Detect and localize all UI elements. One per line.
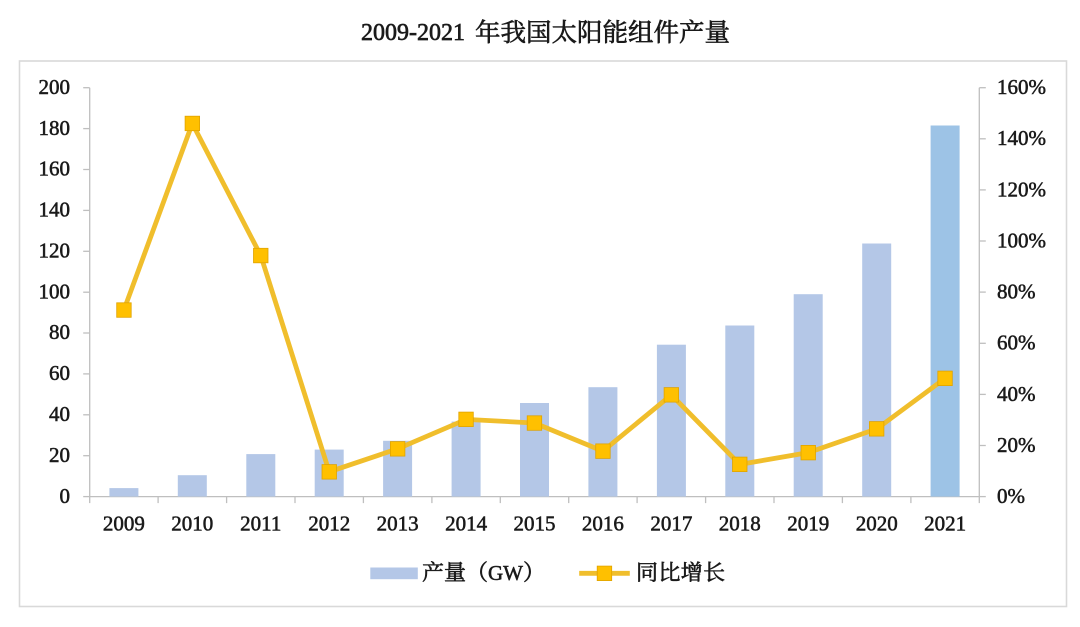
svg-text:60%: 60% — [997, 331, 1036, 355]
svg-text:200: 200 — [39, 75, 71, 99]
svg-text:2016: 2016 — [582, 512, 624, 536]
svg-text:40: 40 — [49, 402, 70, 426]
svg-text:100: 100 — [39, 279, 71, 303]
svg-text:2019: 2019 — [787, 512, 829, 536]
svg-text:60: 60 — [49, 361, 70, 385]
svg-text:140%: 140% — [997, 126, 1046, 150]
svg-text:140: 140 — [39, 198, 71, 222]
svg-text:2012: 2012 — [308, 512, 350, 536]
svg-text:2009: 2009 — [103, 512, 145, 536]
svg-text:2020: 2020 — [856, 512, 898, 536]
svg-text:2014: 2014 — [445, 512, 488, 536]
svg-text:2011: 2011 — [240, 512, 281, 536]
svg-text:0: 0 — [60, 484, 71, 508]
svg-text:80: 80 — [49, 320, 70, 344]
svg-text:0%: 0% — [997, 484, 1025, 508]
svg-text:GW: GW — [488, 561, 523, 585]
svg-text:180: 180 — [39, 116, 71, 140]
svg-text:120%: 120% — [997, 177, 1046, 201]
svg-text:120: 120 — [39, 239, 71, 263]
svg-text:100%: 100% — [997, 228, 1046, 252]
svg-text:20%: 20% — [997, 433, 1036, 457]
svg-text:160: 160 — [39, 157, 71, 181]
svg-text:2015: 2015 — [514, 512, 556, 536]
svg-text:20: 20 — [49, 443, 70, 467]
svg-text:2017: 2017 — [650, 512, 692, 536]
svg-text:2009-2021: 2009-2021 — [361, 20, 465, 46]
svg-text:2013: 2013 — [377, 512, 419, 536]
svg-text:160%: 160% — [997, 75, 1046, 99]
svg-text:2021: 2021 — [924, 512, 966, 536]
svg-text:80%: 80% — [997, 280, 1036, 304]
svg-text:2010: 2010 — [171, 512, 213, 536]
svg-text:40%: 40% — [997, 382, 1036, 406]
svg-text:2018: 2018 — [719, 512, 761, 536]
